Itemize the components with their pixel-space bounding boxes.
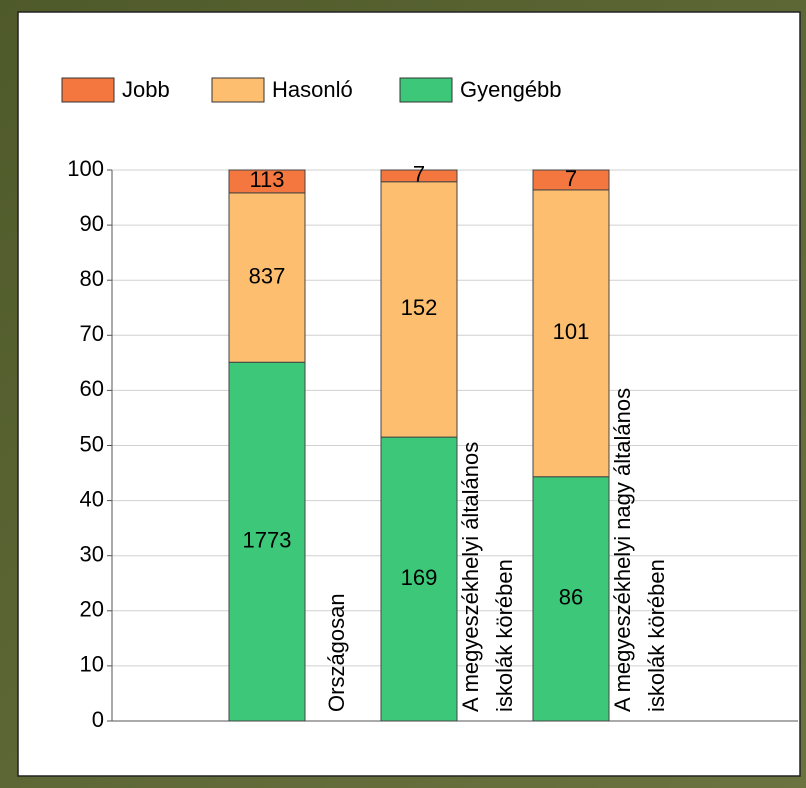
data-label: 7 [565, 166, 577, 191]
bar-segment [532, 476, 610, 722]
data-label: 169 [401, 565, 438, 590]
bar-segment [228, 169, 306, 194]
data-label: 837 [249, 263, 286, 288]
legend-swatch [211, 77, 265, 103]
y-tick-label: 90 [80, 211, 104, 236]
data-label: 1773 [243, 527, 292, 552]
bar-segment [532, 189, 610, 478]
y-tick-label: 30 [80, 542, 104, 567]
y-tick-label: 100 [67, 156, 104, 181]
x-tick-label: A megyeszékhelyi általános iskolák körébe… [458, 442, 517, 712]
bar-segment [228, 361, 306, 722]
legend-swatch [399, 77, 453, 103]
y-tick-label: 70 [80, 321, 104, 346]
data-label: 7 [413, 162, 425, 187]
bar-segment [380, 181, 458, 438]
y-tick-label: 10 [80, 652, 104, 677]
legend-label: Jobb [122, 77, 170, 102]
y-tick-label: 60 [80, 376, 104, 401]
y-tick-label: 80 [80, 266, 104, 291]
legend-label: Gyengébb [460, 77, 562, 102]
legend-label: Hasonló [272, 77, 353, 102]
y-tick-label: 40 [80, 486, 104, 511]
bar-segment [532, 169, 610, 191]
data-label: 113 [249, 167, 284, 192]
data-label: 152 [401, 295, 438, 320]
x-tick-label: Országosan [324, 593, 349, 712]
data-label: 86 [559, 585, 583, 610]
legend-swatch [61, 77, 115, 103]
y-tick-label: 20 [80, 597, 104, 622]
data-label: 101 [553, 319, 590, 344]
y-tick-label: 50 [80, 431, 104, 456]
y-tick-label: 0 [92, 707, 104, 732]
bar-segment [228, 192, 306, 363]
bar-segment [380, 169, 458, 183]
x-tick-label: A megyeszékhelyi nagy általános iskolák k… [610, 388, 669, 712]
